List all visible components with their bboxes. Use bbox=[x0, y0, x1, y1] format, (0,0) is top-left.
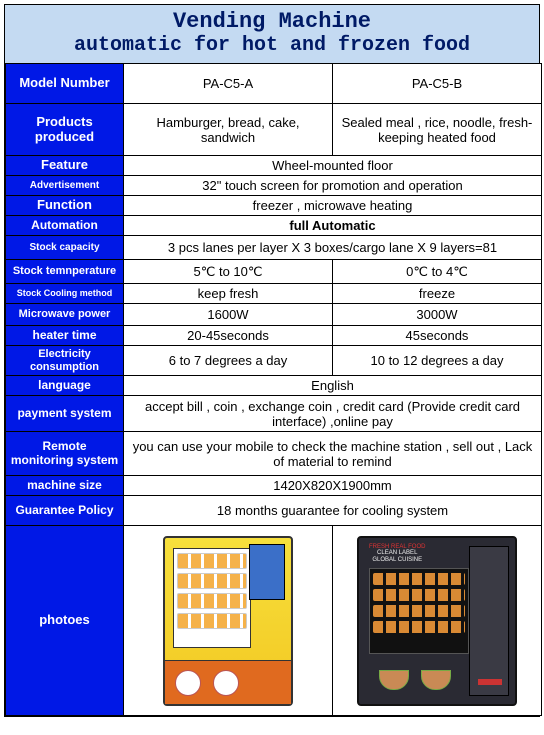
row-label: Automation bbox=[6, 216, 124, 236]
table-row: Model NumberPA-C5-APA-C5-B bbox=[6, 64, 542, 104]
row-label: Function bbox=[6, 196, 124, 216]
spec-table: Model NumberPA-C5-APA-C5-BProducts produ… bbox=[5, 63, 542, 716]
yellow-hamburger-vending-machine bbox=[163, 536, 293, 706]
row-label: Products produced bbox=[6, 104, 124, 156]
title-line2: automatic for hot and frozen food bbox=[5, 34, 539, 57]
row-value-b: 0℃ to 4℃ bbox=[333, 260, 542, 284]
row-label: heater time bbox=[6, 326, 124, 346]
row-value-b: 45seconds bbox=[333, 326, 542, 346]
row-value-a: 20-45seconds bbox=[124, 326, 333, 346]
table-row: Advertisement32" touch screen for promot… bbox=[6, 176, 542, 196]
row-value-b: 10 to 12 degrees a day bbox=[333, 346, 542, 376]
table-row: Electricity consumption6 to 7 degrees a … bbox=[6, 346, 542, 376]
table-row: Products producedHamburger, bread, cake,… bbox=[6, 104, 542, 156]
photo-row: photoes FRESH REAL FOODCLEAN LABELGLOBAL… bbox=[6, 526, 542, 716]
row-label: Remote monitoring system bbox=[6, 432, 124, 476]
table-row: payment systemaccept bill , coin , excha… bbox=[6, 396, 542, 432]
row-value-a: 1600W bbox=[124, 304, 333, 326]
title-line1: Vending Machine bbox=[5, 9, 539, 34]
table-row: languageEnglish bbox=[6, 376, 542, 396]
row-value-b: 3000W bbox=[333, 304, 542, 326]
row-label: Stock Cooling method bbox=[6, 284, 124, 304]
row-label: payment system bbox=[6, 396, 124, 432]
row-label: Guarantee Policy bbox=[6, 496, 124, 526]
row-value-a: 6 to 7 degrees a day bbox=[124, 346, 333, 376]
row-label: Stock temnperature bbox=[6, 260, 124, 284]
table-row: Guarantee Policy18 months guarantee for … bbox=[6, 496, 542, 526]
row-label: language bbox=[6, 376, 124, 396]
row-label: Feature bbox=[6, 156, 124, 176]
spec-sheet: Vending Machine automatic for hot and fr… bbox=[4, 4, 540, 717]
table-row: heater time20-45seconds45seconds bbox=[6, 326, 542, 346]
row-value-a: 5℃ to 10℃ bbox=[124, 260, 333, 284]
row-value-span: accept bill , coin , exchange coin , cre… bbox=[124, 396, 542, 432]
photo-cell-b: FRESH REAL FOODCLEAN LABELGLOBAL CUISINE bbox=[333, 526, 542, 716]
row-value-span: 1420X820X1900mm bbox=[124, 476, 542, 496]
table-row: Remote monitoring systemyou can use your… bbox=[6, 432, 542, 476]
row-value-span: English bbox=[124, 376, 542, 396]
table-row: Stock Cooling methodkeep freshfreeze bbox=[6, 284, 542, 304]
table-row: Stock capacity3 pcs lanes per layer X 3 … bbox=[6, 236, 542, 260]
photo-cell-a bbox=[124, 526, 333, 716]
row-value-b: PA-C5-B bbox=[333, 64, 542, 104]
row-value-a: keep fresh bbox=[124, 284, 333, 304]
row-label: Advertisement bbox=[6, 176, 124, 196]
row-label: machine size bbox=[6, 476, 124, 496]
row-value-span: full Automatic bbox=[124, 216, 542, 236]
row-value-span: freezer , microwave heating bbox=[124, 196, 542, 216]
row-label: Model Number bbox=[6, 64, 124, 104]
title-block: Vending Machine automatic for hot and fr… bbox=[5, 5, 539, 63]
table-row: machine size1420X820X1900mm bbox=[6, 476, 542, 496]
row-label: Microwave power bbox=[6, 304, 124, 326]
row-value-span: 3 pcs lanes per layer X 3 boxes/cargo la… bbox=[124, 236, 542, 260]
row-value-a: Hamburger, bread, cake, sandwich bbox=[124, 104, 333, 156]
black-meal-vending-machine: FRESH REAL FOODCLEAN LABELGLOBAL CUISINE bbox=[357, 536, 517, 706]
row-value-span: you can use your mobile to check the mac… bbox=[124, 432, 542, 476]
row-label: Electricity consumption bbox=[6, 346, 124, 376]
table-row: FeatureWheel-mounted floor bbox=[6, 156, 542, 176]
photo-row-label: photoes bbox=[6, 526, 124, 716]
row-value-a: PA-C5-A bbox=[124, 64, 333, 104]
table-row: Functionfreezer , microwave heating bbox=[6, 196, 542, 216]
row-value-b: freeze bbox=[333, 284, 542, 304]
row-value-span: 32" touch screen for promotion and opera… bbox=[124, 176, 542, 196]
table-row: Automationfull Automatic bbox=[6, 216, 542, 236]
table-row: Microwave power1600W3000W bbox=[6, 304, 542, 326]
row-label: Stock capacity bbox=[6, 236, 124, 260]
row-value-span: 18 months guarantee for cooling system bbox=[124, 496, 542, 526]
row-value-b: Sealed meal , rice, noodle, fresh-keepin… bbox=[333, 104, 542, 156]
table-row: Stock temnperature5℃ to 10℃0℃ to 4℃ bbox=[6, 260, 542, 284]
row-value-span: Wheel-mounted floor bbox=[124, 156, 542, 176]
